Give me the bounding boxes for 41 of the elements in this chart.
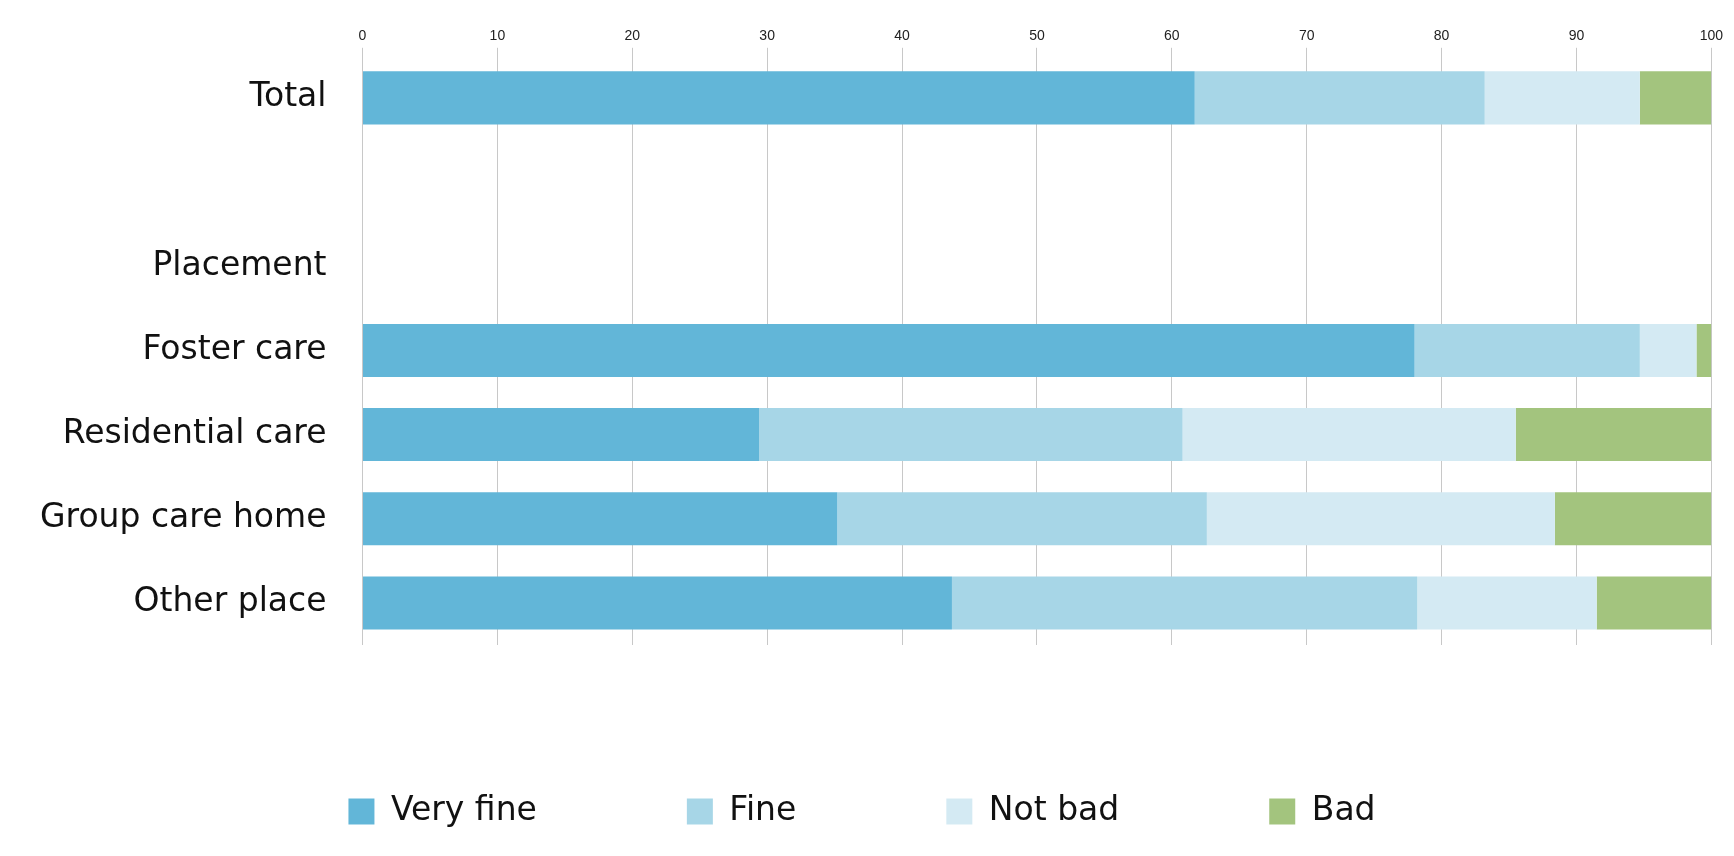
bar [759, 408, 1183, 462]
x-tick-label: 30 [759, 27, 776, 44]
legend-label: Fine [729, 789, 797, 829]
bar [1639, 323, 1697, 377]
bar [363, 71, 1195, 125]
y-tick-label: Other place [133, 580, 327, 620]
x-tick-label: 50 [1029, 27, 1045, 44]
bar [1414, 323, 1640, 377]
bar [837, 492, 1207, 546]
legend-label: Bad [1311, 789, 1376, 829]
x-tick-label: 20 [624, 27, 641, 44]
x-tick-label: 60 [1164, 27, 1180, 44]
y-tick-label: Foster care [142, 327, 327, 367]
bar [1484, 71, 1640, 125]
bar [1206, 492, 1555, 546]
bar [1596, 576, 1712, 630]
bar [363, 408, 760, 462]
y-tick-label: Placement [152, 243, 327, 283]
bar [363, 323, 1415, 377]
x-tick-label: 0 [358, 27, 367, 44]
legend-label: Very fine [390, 789, 537, 829]
bar [1417, 576, 1597, 630]
bar [363, 492, 838, 546]
x-tick-label: 100 [1699, 27, 1724, 44]
x-tick-label: 90 [1568, 27, 1585, 44]
x-tick-label: 80 [1433, 27, 1450, 44]
bar [1182, 408, 1516, 462]
x-tick-label: 10 [489, 27, 506, 44]
legend-label: Not bad [988, 789, 1120, 829]
bar [363, 576, 952, 630]
bar [951, 576, 1418, 630]
bar [1554, 492, 1712, 546]
bar [1639, 71, 1712, 125]
y-tick-label: Group care home [39, 496, 327, 536]
y-tick-label: Residential care [62, 412, 327, 452]
bar [1696, 323, 1712, 377]
x-tick-label: 40 [894, 27, 911, 44]
x-tick-label: 70 [1298, 27, 1315, 44]
bar [1515, 408, 1712, 462]
y-tick-label: Total [248, 75, 327, 115]
bar [1194, 71, 1485, 125]
